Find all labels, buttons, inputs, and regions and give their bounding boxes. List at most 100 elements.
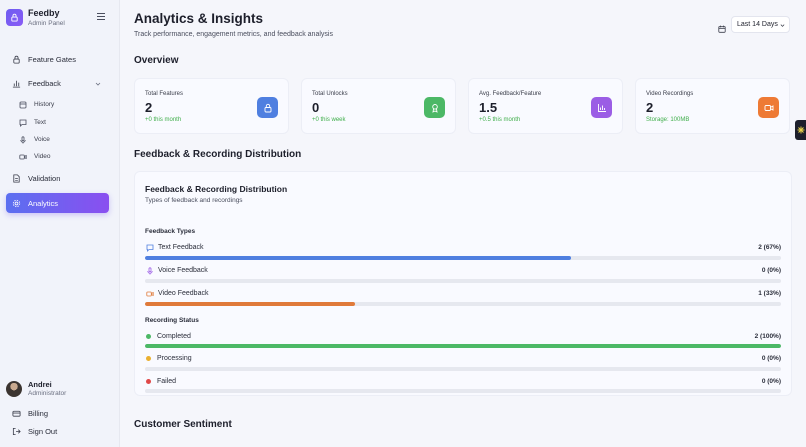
status-dot [146, 379, 151, 384]
bar-chart-icon [591, 97, 612, 118]
sentiment-section-title: Customer Sentiment [134, 419, 232, 430]
sign-out-icon [12, 427, 21, 436]
processing-bar [145, 367, 781, 371]
sidebar-item-analytics[interactable]: Analytics [6, 193, 109, 213]
brand[interactable]: Feedby Admin Panel [6, 8, 65, 27]
user-profile[interactable]: Andrei Administrator [6, 380, 66, 397]
video-feedback-bar [145, 302, 781, 306]
sidebar-subitem-label: Text [34, 119, 46, 126]
sidebar-item-feature-gates[interactable]: Feature Gates [6, 51, 109, 68]
sidebar-subitem-label: Video [34, 153, 51, 160]
stat-label: Avg. Feedback/Feature [479, 91, 542, 97]
sidebar-item-sign-out[interactable]: Sign Out [6, 423, 109, 440]
sidebar-subitem-video[interactable]: Video [19, 150, 109, 163]
distribution-card: Feedback & Recording Distribution Types … [134, 171, 792, 396]
row-label-text: Text Feedback [158, 244, 204, 251]
mic-icon [145, 266, 154, 275]
video-feedback-label: Video Feedback [145, 289, 208, 298]
failed-value: 0 (0%) [761, 378, 781, 385]
row-label-text: Video Feedback [158, 290, 209, 297]
row-label-text: Completed [157, 333, 191, 340]
sidebar-item-feedback[interactable]: Feedback [6, 75, 109, 92]
processing-label: Processing [145, 355, 192, 362]
sidebar-item-label: Billing [28, 409, 49, 418]
stat-delta: +0.5 this month [479, 117, 521, 123]
row-label-text: Processing [157, 355, 192, 362]
row-label-text: Voice Feedback [158, 267, 208, 274]
brand-name: Feedby [28, 8, 60, 18]
row-label-text: Failed [157, 378, 177, 385]
sidebar-subitem-voice[interactable]: Voice [19, 133, 109, 146]
distribution-section-title: Feedback & Recording Distribution [134, 149, 302, 160]
voice-feedback-value: 0 (0%) [761, 267, 781, 274]
sidebar-subitem-label: Voice [34, 136, 50, 143]
user-name: Andrei [28, 380, 52, 389]
voice-feedback-label: Voice Feedback [145, 266, 208, 275]
stat-delta: +0 this week [312, 117, 346, 123]
sidebar-item-label: Feature Gates [28, 55, 76, 64]
failed-label: Failed [145, 378, 176, 385]
menu-toggle-button[interactable] [97, 13, 105, 20]
stat-value: 2 [646, 100, 654, 115]
chevron-down-icon [780, 23, 785, 30]
date-range-select[interactable]: Last 14 Days [731, 16, 790, 33]
stat-value: 2 [145, 100, 153, 115]
stat-delta: +0 this month [145, 117, 182, 123]
stat-value: 0 [312, 100, 320, 115]
main-content: Analytics & Insights Track performance, … [121, 0, 806, 447]
stat-delta: Storage: 100MB [646, 117, 690, 123]
page-title: Analytics & Insights [134, 11, 264, 26]
failed-bar [145, 389, 781, 393]
sidebar-item-label: Sign Out [28, 427, 58, 436]
feedback-types-title: Feedback Types [145, 228, 196, 235]
stat-card-total-unlocks: Total Unlocks 0 +0 this week [301, 78, 456, 134]
chevron-down-icon[interactable] [95, 80, 101, 89]
sidebar-subitem-text[interactable]: Text [19, 116, 109, 129]
sidebar-item-label: Validation [28, 174, 61, 183]
bar-fill [145, 302, 355, 306]
calendar-icon [718, 20, 726, 38]
stat-label: Total Features [145, 91, 184, 97]
video-icon [758, 97, 779, 118]
gear-icon [12, 199, 21, 208]
brand-subtitle: Admin Panel [28, 20, 65, 27]
stat-label: Video Recordings [646, 91, 694, 97]
video-feedback-value: 1 (33%) [758, 290, 781, 297]
voice-feedback-bar [145, 279, 781, 283]
sidebar-item-label: Feedback [28, 79, 61, 88]
stat-card-total-features: Total Features 2 +0 this month [134, 78, 289, 134]
date-range-value: Last 14 Days [737, 21, 778, 28]
page-subtitle: Track performance, engagement metrics, a… [134, 31, 333, 38]
text-feedback-bar [145, 256, 781, 260]
status-dot [146, 356, 151, 361]
sparkle-icon [797, 121, 805, 139]
sidebar-item-billing[interactable]: Billing [6, 405, 109, 422]
sidebar-item-label: Analytics [28, 198, 59, 208]
distribution-card-title: Feedback & Recording Distribution [145, 184, 288, 194]
user-role: Administrator [28, 390, 67, 397]
document-icon [12, 174, 21, 183]
message-icon [145, 243, 154, 252]
overview-title: Overview [134, 55, 179, 66]
stat-card-avg-feedback: Avg. Feedback/Feature 1.5 +0.5 this mont… [468, 78, 623, 134]
stat-card-video-recordings: Video Recordings 2 Storage: 100MB [635, 78, 790, 134]
processing-value: 0 (0%) [761, 355, 781, 362]
text-feedback-value: 2 (67%) [758, 244, 781, 251]
sidebar-item-validation[interactable]: Validation [6, 170, 109, 187]
sidebar-subitem-history[interactable]: History [19, 98, 109, 111]
card-icon [12, 409, 21, 418]
mic-icon [19, 135, 27, 144]
text-feedback-label: Text Feedback [145, 243, 204, 252]
bar-chart-icon [12, 79, 21, 88]
completed-label: Completed [145, 333, 191, 340]
side-widget-tab[interactable] [795, 120, 806, 140]
completed-bar [145, 344, 781, 348]
lock-icon [257, 97, 278, 118]
lock-icon [12, 55, 21, 64]
bar-fill [145, 256, 572, 260]
sidebar: Feedby Admin Panel Feature Gates Feedbac… [0, 0, 120, 447]
stat-value: 1.5 [479, 100, 498, 115]
completed-value: 2 (100%) [754, 333, 781, 340]
status-dot [146, 334, 151, 339]
message-icon [19, 119, 27, 127]
